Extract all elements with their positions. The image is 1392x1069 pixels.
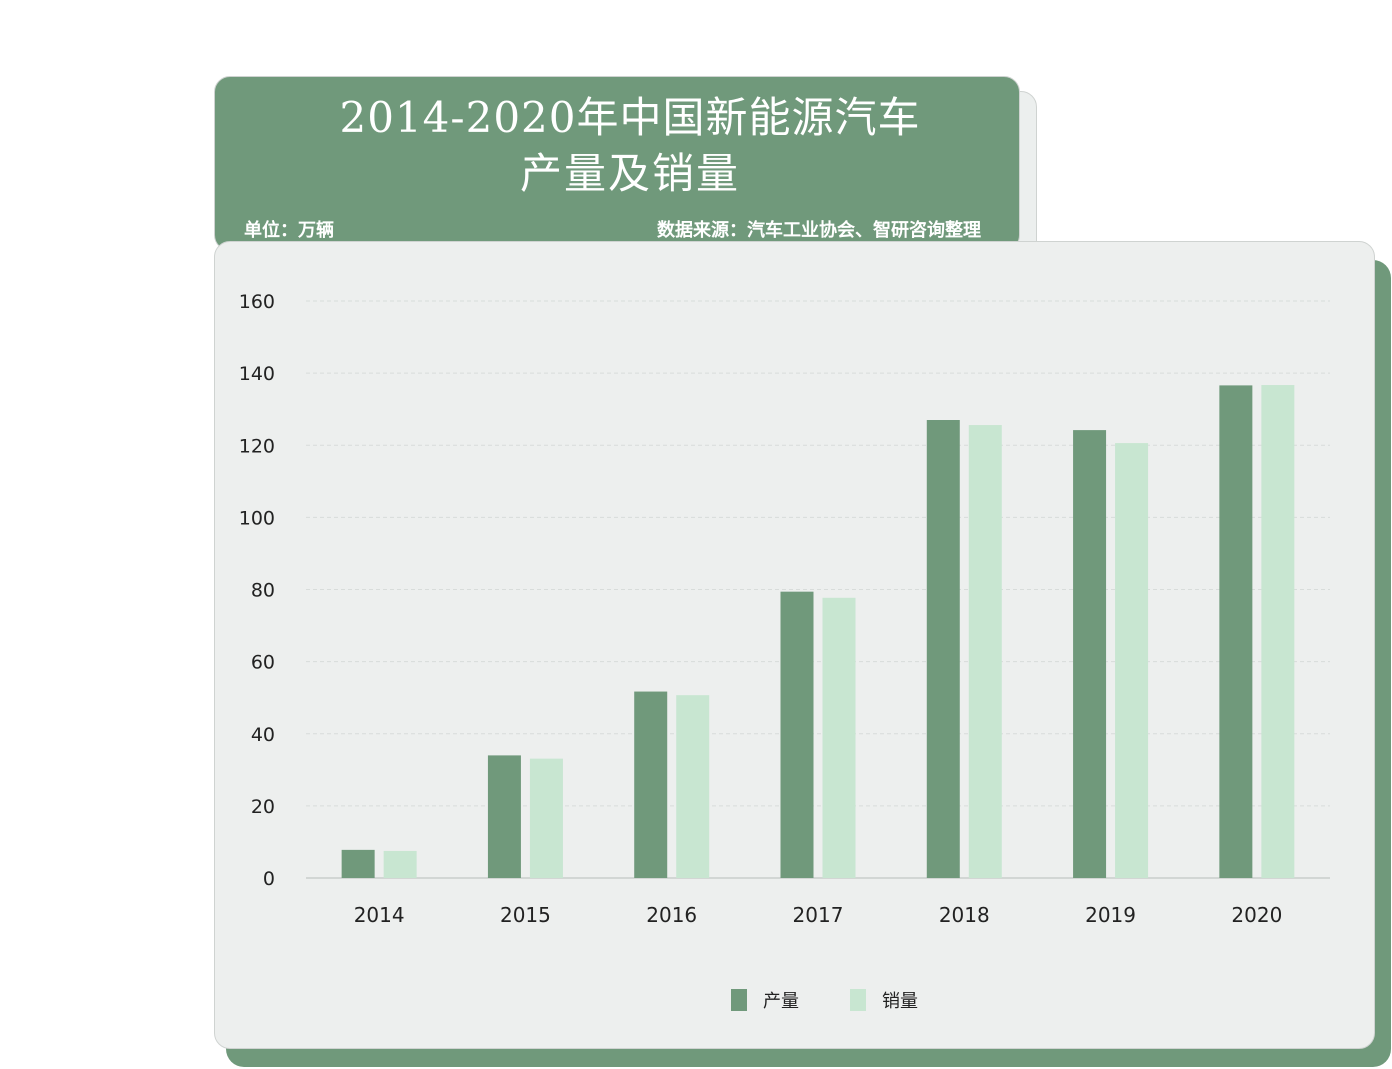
x-tick-label: 2020: [1231, 903, 1282, 927]
source-label: 数据来源：汽车工业协会、智研咨询整理: [657, 220, 981, 241]
unit-label: 单位：万辆: [244, 220, 334, 241]
legend-label-sales: 销量: [882, 991, 918, 1012]
y-tick-label: 40: [251, 724, 275, 746]
legend-item-production: 产量: [731, 985, 799, 1015]
bar-production: [1219, 385, 1253, 878]
y-tick-label: 140: [239, 363, 275, 385]
bar-production: [926, 420, 960, 878]
bar-production: [780, 591, 814, 878]
x-tick-label: 2015: [500, 903, 551, 927]
header-card: 2014-2020年中国新能源汽车 产量及销量 单位：万辆 数据来源：汽车工业协…: [214, 76, 1020, 251]
bar-sales: [529, 758, 563, 878]
bar-sales: [968, 425, 1002, 878]
bar-production: [634, 691, 668, 878]
y-tick-label: 20: [251, 796, 275, 818]
chart-title: 2014-2020年中国新能源汽车: [339, 93, 921, 142]
chart-subtitle: 产量及销量: [519, 149, 740, 198]
x-tick-label: 2018: [939, 903, 990, 927]
bar-production: [1073, 430, 1107, 878]
legend-label-production: 产量: [763, 991, 799, 1012]
x-tick-label: 2014: [354, 903, 405, 927]
legend-swatch-sales: [850, 989, 866, 1011]
bar-sales: [1115, 443, 1149, 878]
y-tick-label: 160: [239, 291, 275, 313]
bar-sales: [676, 695, 710, 878]
bar-sales: [383, 850, 417, 878]
x-tick-label: 2016: [646, 903, 697, 927]
y-tick-label: 0: [263, 868, 275, 890]
bar-production: [341, 849, 375, 878]
x-tick-label: 2017: [793, 903, 844, 927]
bar-production: [487, 755, 521, 878]
y-tick-label: 60: [251, 652, 275, 674]
legend: 产量 销量: [0, 985, 1392, 1015]
y-tick-label: 100: [239, 507, 275, 529]
bar-sales: [1261, 385, 1295, 878]
y-tick-label: 120: [239, 435, 275, 457]
y-tick-label: 80: [251, 580, 275, 602]
legend-swatch-production: [731, 989, 747, 1011]
x-tick-label: 2019: [1085, 903, 1136, 927]
legend-item-sales: 销量: [850, 985, 918, 1015]
bar-sales: [822, 597, 856, 878]
